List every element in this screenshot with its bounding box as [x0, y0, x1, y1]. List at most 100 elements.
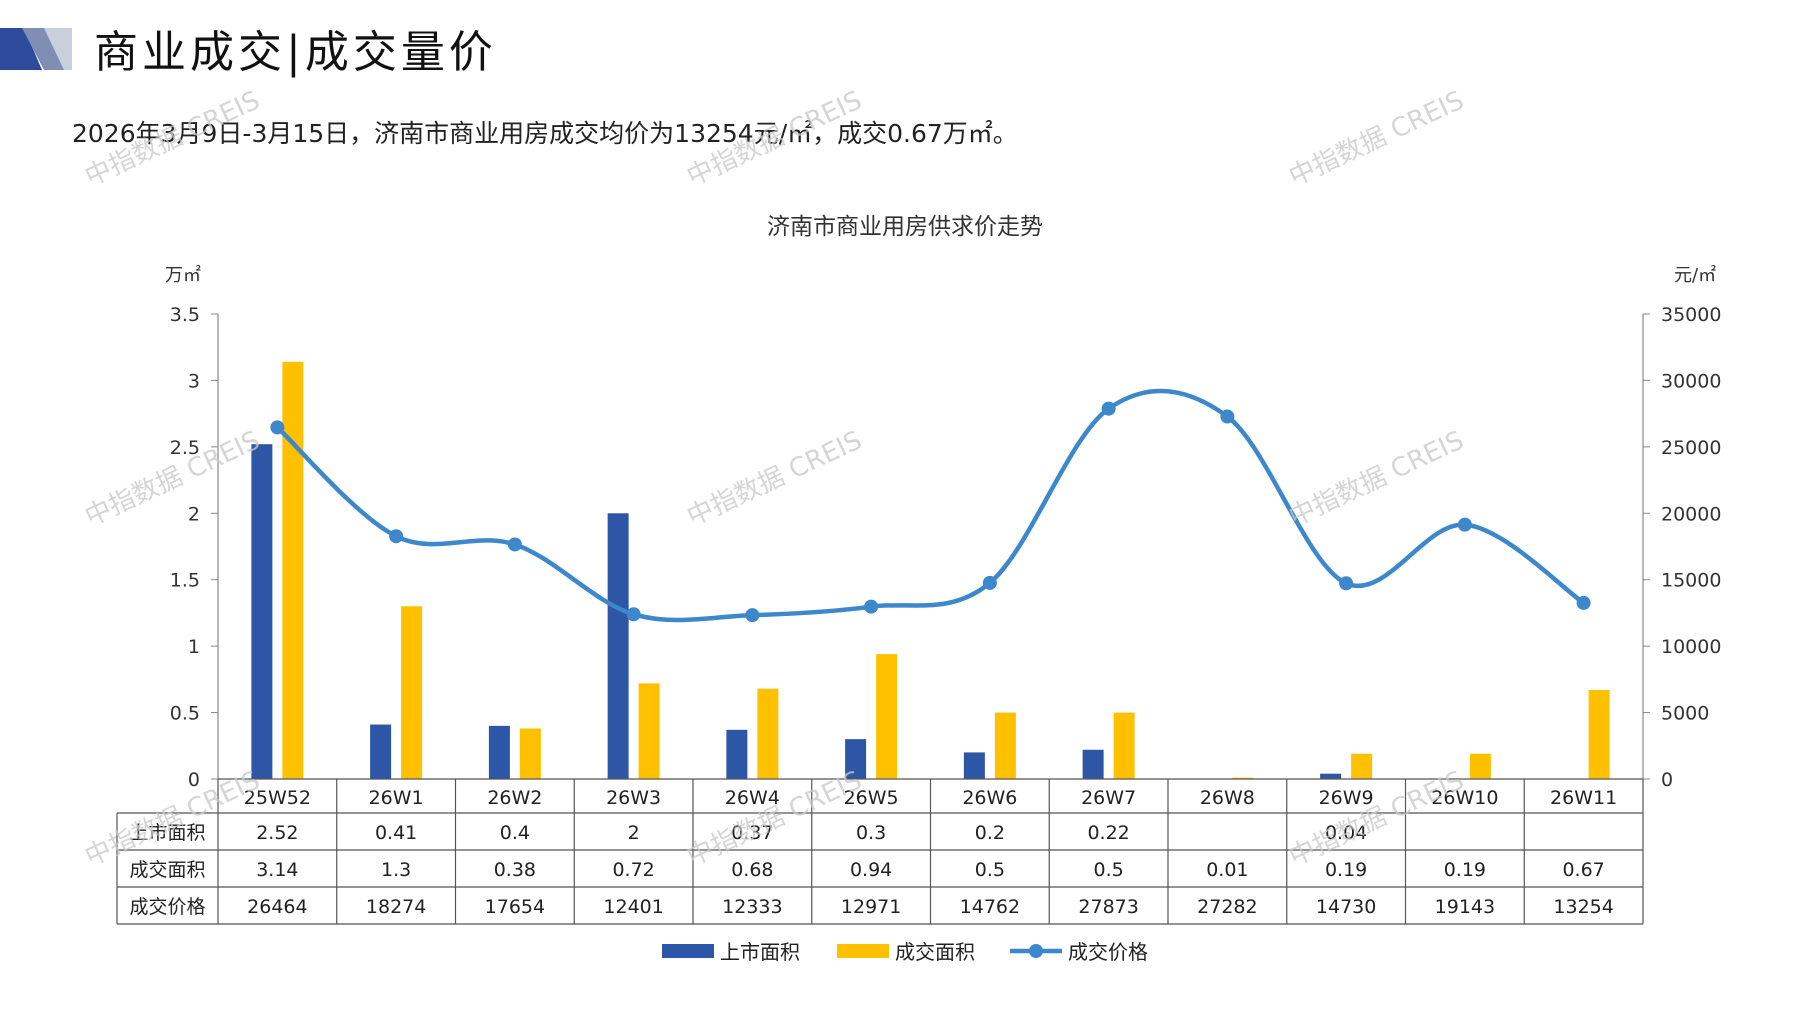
table-header-cell: 26W4 — [725, 787, 780, 809]
table-cell: 0.22 — [1087, 822, 1129, 844]
price-point — [389, 529, 404, 544]
left-tick-label: 3 — [188, 370, 200, 392]
right-tick-label: 25000 — [1661, 437, 1721, 459]
left-tick-label: 3.5 — [170, 304, 200, 326]
bar-deal-area — [519, 728, 541, 779]
table-cell: 19143 — [1435, 896, 1495, 918]
table-header-cell: 25W52 — [244, 787, 311, 809]
price-point — [1220, 409, 1235, 424]
right-tick-label: 10000 — [1661, 636, 1721, 658]
page-title: 商业成交|成交量价 — [94, 27, 497, 78]
price-point — [1339, 576, 1354, 591]
table-cell: 14730 — [1316, 896, 1376, 918]
right-tick-label: 5000 — [1661, 703, 1709, 725]
table-cell: 12971 — [841, 896, 901, 918]
price-point — [270, 420, 285, 435]
bar-deal-area — [1232, 777, 1254, 779]
table-cell: 0.38 — [494, 859, 536, 881]
right-axis-unit: 元/㎡ — [1674, 264, 1716, 286]
bar-deal-area — [1113, 712, 1135, 779]
table-cell: 12401 — [603, 896, 663, 918]
price-point — [1101, 401, 1116, 416]
table-cell: 0.5 — [975, 859, 1005, 881]
bar-deal-area — [638, 683, 660, 779]
table-cell: 0.72 — [612, 859, 654, 881]
bar-supply-area — [1320, 773, 1342, 779]
left-tick-label: 2.5 — [170, 437, 200, 459]
left-tick-label: 1 — [188, 636, 200, 658]
table-cell: 13254 — [1553, 896, 1613, 918]
table-header-cell: 26W2 — [487, 787, 542, 809]
bar-deal-area — [876, 654, 898, 779]
chart-legend: 上市面积 成交面积 成交价格 — [662, 940, 1148, 964]
price-line — [270, 388, 1591, 623]
table-row-label: 成交面积 — [129, 859, 205, 881]
table-cell: 0.37 — [731, 822, 773, 844]
table-cell: 0.94 — [850, 859, 892, 881]
bar-deal-area — [994, 712, 1016, 779]
table-header-cell: 26W6 — [962, 787, 1017, 809]
left-tick-label: 0.5 — [170, 703, 200, 725]
data-table: 25W52 26W1 26W2 26W3 26W4 26W5 26W6 26W7 26W8 26W… — [116, 778, 1644, 925]
bar-deal-area — [401, 606, 423, 779]
table-header-cell: 26W3 — [606, 787, 661, 809]
table-cell: 0.68 — [731, 859, 773, 881]
table-cell: 18274 — [366, 896, 426, 918]
chart-title: 济南市商业用房供求价走势 — [767, 214, 1043, 240]
bar-supply-area — [488, 725, 510, 779]
price-point — [1576, 595, 1591, 610]
bar-supply-area — [251, 444, 273, 779]
price-point — [507, 537, 522, 552]
legend-swatch-price-marker — [1029, 944, 1043, 958]
table-cell: 0.01 — [1206, 859, 1248, 881]
price-point — [626, 607, 641, 622]
bar-deal-area — [282, 361, 304, 779]
left-tick-label: 0 — [188, 769, 200, 791]
bar-deal-area — [757, 688, 779, 779]
price-point — [745, 608, 760, 623]
table-cell: 0.5 — [1094, 859, 1124, 881]
bar-deal-area — [1588, 689, 1610, 779]
table-cell: 2 — [628, 822, 640, 844]
table-cell: 12333 — [722, 896, 782, 918]
bar-supply-area — [845, 739, 867, 779]
table-cell: 0.41 — [375, 822, 417, 844]
table-cell: 0.3 — [856, 822, 886, 844]
table-cell: 17654 — [485, 896, 545, 918]
legend-swatch-deal — [837, 944, 889, 958]
chart-axes: 0 0.5 1 1.5 2 2.5 3 3.5 0 5000 10000 15000 20000 2500… — [170, 304, 1722, 791]
bar-supply-area — [963, 752, 985, 779]
table-cell: 0.2 — [975, 822, 1005, 844]
left-tick-label: 1.5 — [170, 570, 200, 592]
legend-swatch-supply — [662, 944, 714, 958]
table-cell: 0.4 — [500, 822, 530, 844]
bar-supply-area — [607, 513, 629, 779]
legend-label: 成交价格 — [1068, 940, 1148, 964]
right-tick-label: 20000 — [1661, 503, 1721, 525]
table-cell: 14762 — [960, 896, 1020, 918]
right-tick-label: 35000 — [1661, 304, 1721, 326]
left-axis-unit: 万㎡ — [165, 264, 201, 286]
table-header-cell: 26W7 — [1081, 787, 1136, 809]
table-header-cell: 26W10 — [1431, 787, 1498, 809]
table-cell: 27282 — [1197, 896, 1257, 918]
table-row-label: 上市面积 — [129, 822, 205, 844]
table-cell: 26464 — [247, 896, 307, 918]
right-tick-label: 0 — [1661, 769, 1673, 791]
table-cell: 0.19 — [1325, 859, 1367, 881]
price-point — [1457, 517, 1472, 532]
price-point — [864, 599, 879, 614]
bar-deal-area — [1351, 753, 1373, 779]
price-line-path — [275, 388, 1585, 623]
legend-label: 上市面积 — [720, 940, 800, 964]
table-header-cell: 26W5 — [844, 787, 899, 809]
table-row-label: 成交价格 — [129, 896, 205, 918]
table-cell: 3.14 — [256, 859, 298, 881]
table-cell: 0.67 — [1562, 859, 1604, 881]
legend-label: 成交面积 — [895, 940, 975, 964]
header-decoration — [0, 28, 72, 70]
table-cell: 0.04 — [1325, 822, 1367, 844]
bar-supply-area — [726, 729, 748, 779]
table-cell: 27873 — [1078, 896, 1138, 918]
